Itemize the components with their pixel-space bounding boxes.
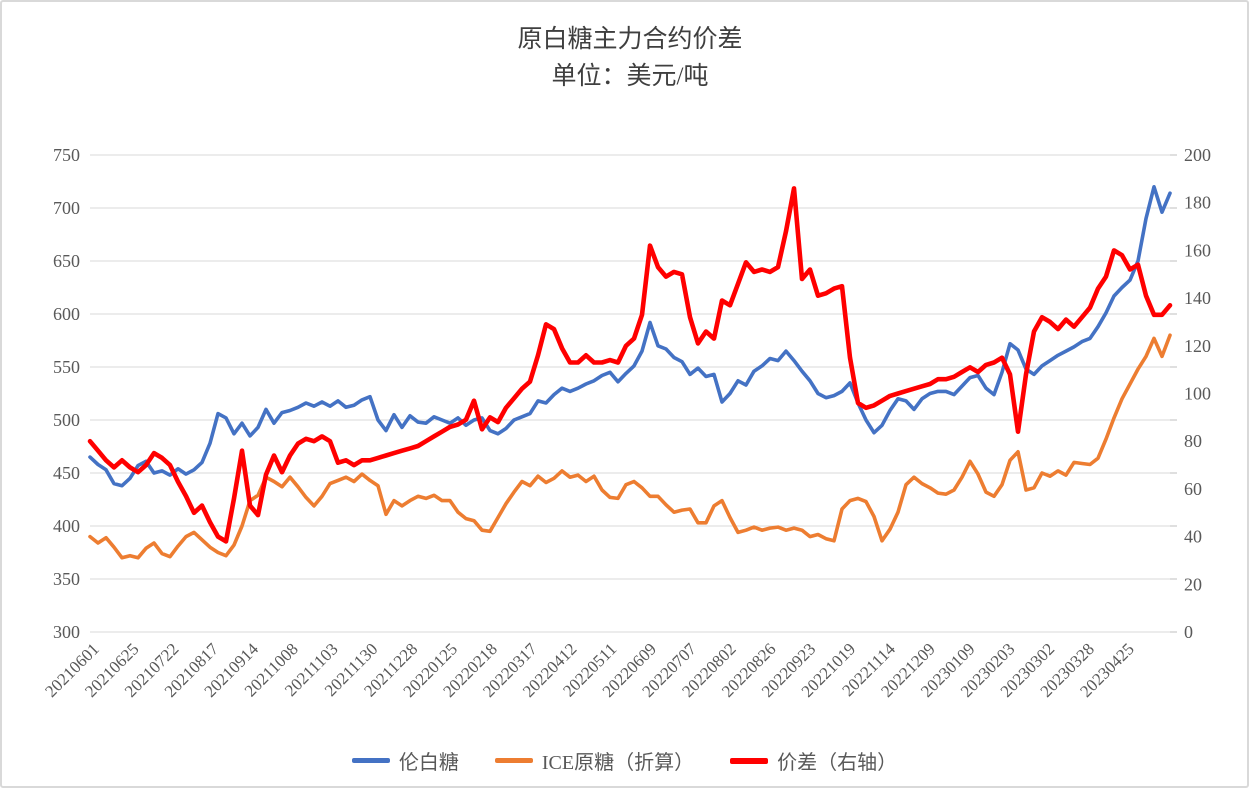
- right-axis-tick-label: 140: [1184, 288, 1211, 308]
- left-axis-tick-label: 600: [53, 304, 80, 324]
- series-line-ice-raw-sugar-converted: [88, 333, 1172, 560]
- left-axis-tick-label: 400: [53, 516, 80, 536]
- series-line-price-spread-right-axis: [87, 186, 1173, 544]
- legend-item-london-white-sugar: 伦白糖: [351, 746, 459, 775]
- x-axis-labels: 2021060120210625202107222021081720210914…: [41, 639, 1138, 701]
- right-axis-tick-label: 0: [1184, 622, 1193, 642]
- legend-label-price-spread: 价差（右轴）: [777, 752, 898, 774]
- right-axis-tick-label: 160: [1184, 240, 1211, 260]
- legend-swatch-ice-raw-sugar: [494, 758, 533, 763]
- left-axis-tick-label: 450: [53, 463, 80, 483]
- legend-item-ice-raw-sugar: ICE原糖（折算）: [494, 746, 695, 775]
- left-axis-tick-label: 650: [53, 251, 80, 271]
- series-lines: [87, 185, 1173, 560]
- chart-title: 原白糖主力合约价差: [517, 25, 742, 53]
- right-axis-tick-label: 20: [1184, 574, 1202, 594]
- left-axis-tick-label: 300: [53, 622, 80, 642]
- right-axis-tick-label: 180: [1184, 193, 1211, 213]
- legend: 伦白糖 ICE原糖（折算） 价差（右轴）: [2, 746, 1247, 775]
- right-axis-tick-label: 40: [1184, 527, 1202, 547]
- left-axis-tick-label: 500: [53, 410, 80, 430]
- legend-item-price-spread: 价差（右轴）: [730, 746, 897, 775]
- gridlines: [90, 154, 1177, 633]
- right-axis-tick-label: 100: [1184, 384, 1211, 404]
- legend-label-ice-raw-sugar: ICE原糖（折算）: [541, 752, 695, 774]
- right-axis-tick-label: 120: [1184, 336, 1211, 356]
- legend-swatch-london-white-sugar: [351, 758, 390, 763]
- legend-swatch-price-spread: [730, 757, 769, 764]
- left-axis-tick-label: 700: [53, 198, 80, 218]
- right-axis-tick-label: 200: [1184, 145, 1211, 165]
- series-line-london-white-sugar: [88, 185, 1172, 488]
- left-axis-tick-label: 750: [53, 145, 80, 165]
- right-axis-tick-label: 60: [1184, 479, 1202, 499]
- right-axis-tick-label: 80: [1184, 431, 1202, 451]
- left-axis-tick-label: 550: [53, 357, 80, 377]
- legend-label-london-white-sugar: 伦白糖: [398, 752, 459, 774]
- chart-subtitle: 单位：美元/吨: [552, 62, 709, 90]
- left-axis-tick-label: 350: [53, 569, 80, 589]
- left-axis-labels: 750 700 650 600 550 500 450 400 350 300: [53, 145, 80, 642]
